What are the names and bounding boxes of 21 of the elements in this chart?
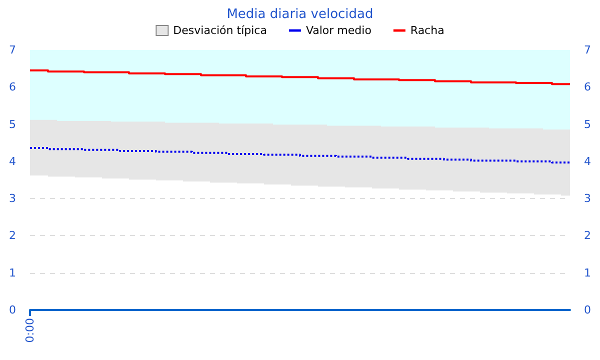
legend-label: Racha xyxy=(410,24,444,37)
legend-label: Desviación típica xyxy=(173,24,267,37)
y-tick-label: 7 xyxy=(9,44,16,56)
y2-tick-label: 0 xyxy=(584,304,591,316)
y-tick-label: 0 xyxy=(9,304,16,316)
y-tick-label: 2 xyxy=(9,229,16,242)
y2-tick-label: 2 xyxy=(584,229,591,242)
chart-title: Media diaria velocidad xyxy=(226,7,374,22)
y2-tick-label: 6 xyxy=(584,80,591,94)
y-tick-label: 3 xyxy=(9,192,16,206)
y2-tick-label: 1 xyxy=(584,266,591,280)
y2-tick-label: 4 xyxy=(584,154,591,168)
legend-label: Valor medio xyxy=(306,24,372,37)
y-tick-label: 1 xyxy=(9,266,16,280)
y2-tick-label: 3 xyxy=(584,192,591,206)
x-tick-label: 0:00 xyxy=(24,318,36,343)
y2-tick-label: 5 xyxy=(584,118,591,131)
y-tick-label: 5 xyxy=(9,118,16,131)
y-tick-label: 6 xyxy=(9,80,16,94)
y-tick-label: 4 xyxy=(9,154,16,168)
y2-tick-label: 7 xyxy=(584,44,591,56)
